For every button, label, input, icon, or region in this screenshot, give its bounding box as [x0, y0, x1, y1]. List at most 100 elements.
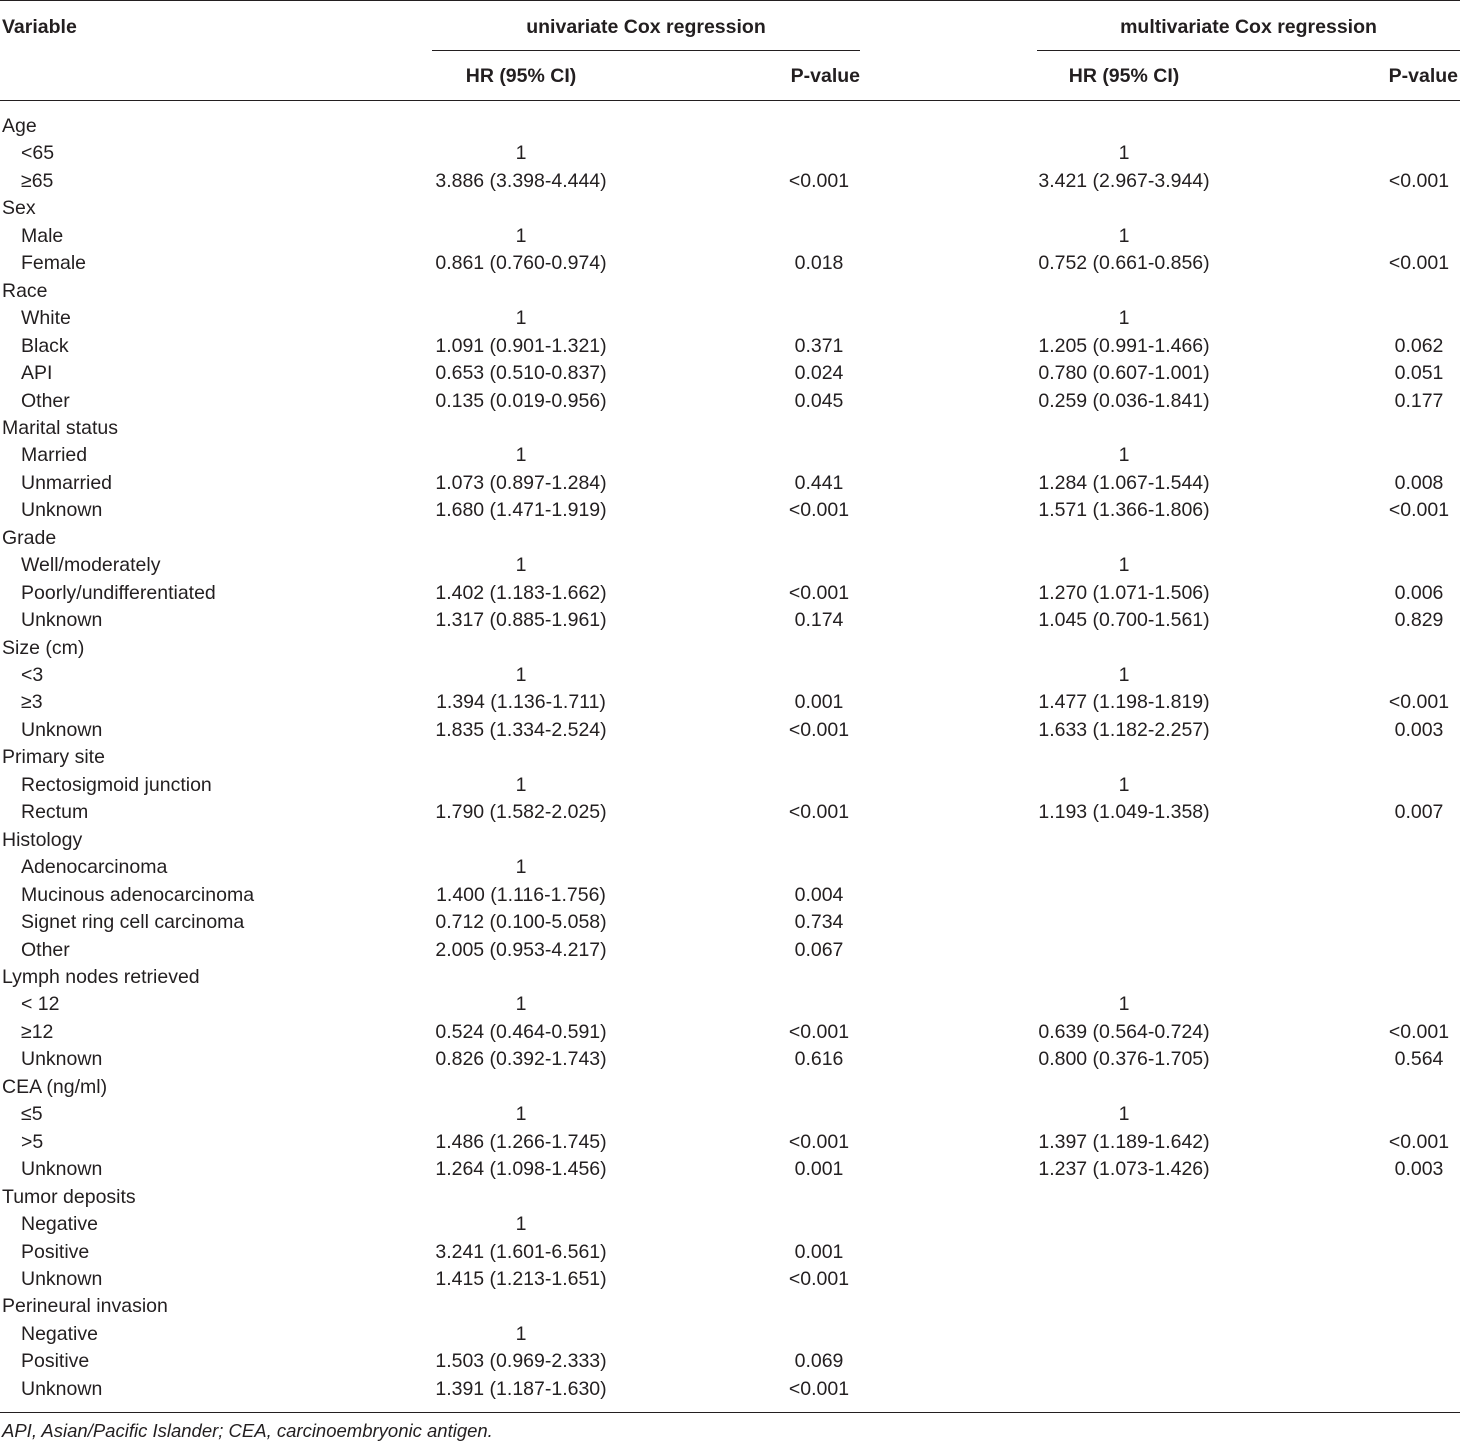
group-label: Race — [2, 279, 48, 302]
univariate-pvalue-cell: 0.024 — [794, 362, 844, 384]
row-label: Other — [21, 389, 70, 412]
multivariate-pvalue-cell: 0.008 — [1394, 471, 1444, 494]
univariate-hr-cell: 1 — [515, 1213, 527, 1235]
header-variable: Variable — [2, 16, 77, 38]
univariate-hr-cell: 2.005 (0.953-4.217) — [435, 938, 607, 961]
row-label: ≥65 — [21, 169, 54, 192]
multivariate-pvalue-cell: 0.007 — [1394, 801, 1444, 824]
univariate-pvalue-cell: 0.001 — [794, 691, 844, 714]
multivariate-hr-cell: 1 — [1118, 554, 1130, 577]
multivariate-pvalue-cell: <0.001 — [1388, 1020, 1450, 1043]
univariate-hr-cell: 0.135 (0.019-0.956) — [435, 389, 607, 412]
row-label: Negative — [21, 1322, 98, 1345]
univariate-hr-cell: 3.241 (1.601-6.561) — [435, 1240, 607, 1263]
multivariate-hr-cell: 1.571 (1.366-1.806) — [1038, 499, 1210, 522]
univariate-pvalue-cell: 0.004 — [794, 883, 844, 906]
multivariate-pvalue-cell: 0.829 — [1394, 609, 1444, 632]
univariate-hr-cell: 1 — [515, 856, 527, 879]
row-label: Signet ring cell carcinoma — [21, 911, 245, 933]
group-label: Marital status — [2, 416, 118, 439]
univariate-hr-cell: 1.503 (0.969-2.333) — [435, 1350, 607, 1373]
group-label: Sex — [2, 197, 36, 220]
group-label: Tumor deposits — [2, 1185, 136, 1208]
univariate-pvalue-cell: <0.001 — [788, 1377, 850, 1400]
univariate-pvalue-cell: <0.001 — [788, 499, 850, 522]
group-label: Lymph nodes retrieved — [2, 965, 200, 988]
multivariate-pvalue-cell: <0.001 — [1388, 499, 1450, 522]
multivariate-hr-cell: 1.193 (1.049-1.358) — [1038, 801, 1210, 824]
row-label: Unmarried — [21, 471, 113, 494]
row-label: Female — [21, 252, 87, 275]
univariate-pvalue-cell: <0.001 — [788, 1020, 850, 1043]
univariate-hr-cell: 1 — [515, 142, 527, 165]
multivariate-hr-cell: 1 — [1118, 142, 1130, 165]
univariate-hr-cell: 1.264 (1.098-1.456) — [435, 1158, 607, 1181]
row-label: Black — [21, 334, 69, 357]
multivariate-pvalue-cell: 0.177 — [1394, 389, 1444, 412]
univariate-hr-cell: 0.861 (0.760-0.974) — [435, 252, 607, 275]
multivariate-hr-cell: 0.259 (0.036-1.841) — [1038, 389, 1210, 412]
univariate-hr-cell: 1.091 (0.901-1.321) — [435, 334, 607, 357]
row-label: Negative — [21, 1213, 98, 1235]
univariate-hr-cell: 0.653 (0.510-0.837) — [435, 362, 607, 384]
multivariate-pvalue-cell: 0.062 — [1394, 334, 1444, 357]
group-label: Perineural invasion — [2, 1295, 168, 1318]
row-label: Positive — [21, 1240, 90, 1263]
multivariate-pvalue-cell: <0.001 — [1388, 252, 1450, 275]
univariate-pvalue-cell: <0.001 — [788, 718, 850, 741]
group-label: Primary site — [2, 746, 105, 769]
univariate-pvalue-cell: 0.001 — [794, 1240, 844, 1263]
row-label: <3 — [21, 664, 44, 686]
top-rule — [0, 0, 1460, 1]
multivariate-hr-cell: 1.633 (1.182-2.257) — [1038, 718, 1210, 741]
header-multi-pvalue: P-value — [1388, 65, 1458, 87]
row-label: Other — [21, 938, 70, 961]
row-label: White — [21, 307, 71, 330]
multivariate-hr-cell: 1.205 (0.991-1.466) — [1038, 334, 1210, 357]
row-label: API — [21, 362, 53, 384]
multivariate-pvalue-cell: <0.001 — [1388, 169, 1450, 192]
multivariate-pvalue-cell: 0.003 — [1394, 718, 1444, 741]
univariate-hr-cell: 1.402 (1.183-1.662) — [435, 581, 607, 604]
univariate-hr-cell: 1.680 (1.471-1.919) — [435, 499, 607, 522]
group-label: CEA (ng/ml) — [2, 1075, 108, 1098]
multivariate-hr-cell: 1.477 (1.198-1.819) — [1038, 691, 1210, 714]
header-multi-hr: HR (95% CI) — [1068, 65, 1180, 87]
row-label: >5 — [21, 1130, 44, 1153]
row-label: Male — [21, 224, 64, 247]
multivariate-pvalue-cell: <0.001 — [1388, 1130, 1450, 1153]
row-label: ≤5 — [21, 1103, 43, 1126]
univariate-hr-cell: 0.826 (0.392-1.743) — [435, 1048, 607, 1071]
univariate-pvalue-cell: 0.067 — [794, 938, 844, 961]
row-label: Unknown — [21, 1158, 103, 1181]
univariate-hr-cell: 0.712 (0.100-5.058) — [435, 911, 607, 933]
univariate-hr-cell: 1.415 (1.213-1.651) — [435, 1267, 607, 1290]
group-label: Age — [2, 115, 37, 137]
univariate-hr-cell: 1 — [515, 1103, 527, 1126]
univariate-pvalue-cell: <0.001 — [788, 1130, 850, 1153]
univariate-hr-cell: 1.394 (1.136-1.711) — [436, 691, 606, 714]
header-multivariate: multivariate Cox regression — [1120, 16, 1377, 38]
multivariate-pvalue-cell: 0.003 — [1394, 1158, 1444, 1181]
row-label: Unknown — [21, 499, 103, 522]
multivariate-hr-cell: 1 — [1118, 444, 1130, 467]
multivariate-pvalue-cell: 0.006 — [1394, 581, 1444, 604]
multivariate-hr-cell: 1.284 (1.067-1.544) — [1038, 471, 1210, 494]
multivariate-hr-cell: 1 — [1118, 1103, 1130, 1126]
header-univariate: univariate Cox regression — [526, 16, 766, 38]
univariate-pvalue-cell: 0.734 — [794, 911, 844, 933]
univariate-hr-cell: 0.524 (0.464-0.591) — [435, 1020, 607, 1043]
univariate-hr-cell: 1 — [515, 307, 527, 330]
univariate-span-rule — [432, 50, 860, 51]
bottom-rule — [0, 1412, 1460, 1413]
row-label: ≥12 — [21, 1020, 54, 1043]
univariate-hr-cell: 1 — [515, 1322, 527, 1345]
multivariate-hr-cell: 1.270 (1.071-1.506) — [1038, 581, 1210, 604]
row-label: Rectum — [21, 801, 89, 824]
row-label: < 12 — [21, 993, 60, 1016]
header-uni-hr: HR (95% CI) — [465, 65, 577, 87]
univariate-pvalue-cell: 0.045 — [794, 389, 844, 412]
group-label: Grade — [2, 526, 57, 549]
univariate-pvalue-cell: <0.001 — [788, 801, 850, 824]
group-label: Size (cm) — [2, 636, 85, 659]
